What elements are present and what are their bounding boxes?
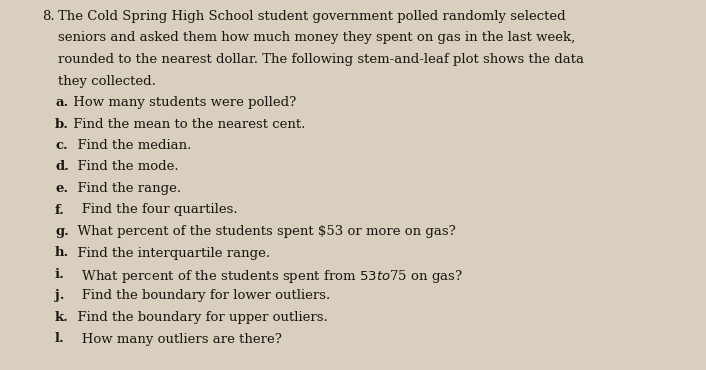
Text: i.: i. (55, 268, 65, 281)
Text: g.: g. (55, 225, 69, 238)
Text: they collected.: they collected. (58, 74, 156, 87)
Text: How many students were polled?: How many students were polled? (69, 96, 297, 109)
Text: What percent of the students spent $53 or more on gas?: What percent of the students spent $53 o… (69, 225, 456, 238)
Text: Find the four quartiles.: Find the four quartiles. (69, 204, 238, 216)
Text: e.: e. (55, 182, 68, 195)
Text: a.: a. (55, 96, 68, 109)
Text: Find the boundary for upper outliers.: Find the boundary for upper outliers. (69, 311, 328, 324)
Text: Find the range.: Find the range. (69, 182, 181, 195)
Text: c.: c. (55, 139, 68, 152)
Text: What percent of the students spent from $53 to $75 on gas?: What percent of the students spent from … (69, 268, 463, 285)
Text: h.: h. (55, 246, 69, 259)
Text: d.: d. (55, 161, 69, 174)
Text: Find the mode.: Find the mode. (69, 161, 179, 174)
Text: rounded to the nearest dollar. The following stem-and-leaf plot shows the data: rounded to the nearest dollar. The follo… (58, 53, 584, 66)
Text: Find the mean to the nearest cent.: Find the mean to the nearest cent. (69, 118, 306, 131)
Text: How many outliers are there?: How many outliers are there? (69, 333, 282, 346)
Text: Find the median.: Find the median. (69, 139, 191, 152)
Text: 8.: 8. (42, 10, 54, 23)
Text: f.: f. (55, 204, 65, 216)
Text: Find the boundary for lower outliers.: Find the boundary for lower outliers. (69, 289, 330, 303)
Text: Find the interquartile range.: Find the interquartile range. (69, 246, 270, 259)
Text: k.: k. (55, 311, 69, 324)
Text: j.: j. (55, 289, 64, 303)
Text: b.: b. (55, 118, 69, 131)
Text: seniors and asked them how much money they spent on gas in the last week,: seniors and asked them how much money th… (58, 31, 575, 44)
Text: The Cold Spring High School student government polled randomly selected: The Cold Spring High School student gove… (58, 10, 566, 23)
Text: l.: l. (55, 333, 65, 346)
